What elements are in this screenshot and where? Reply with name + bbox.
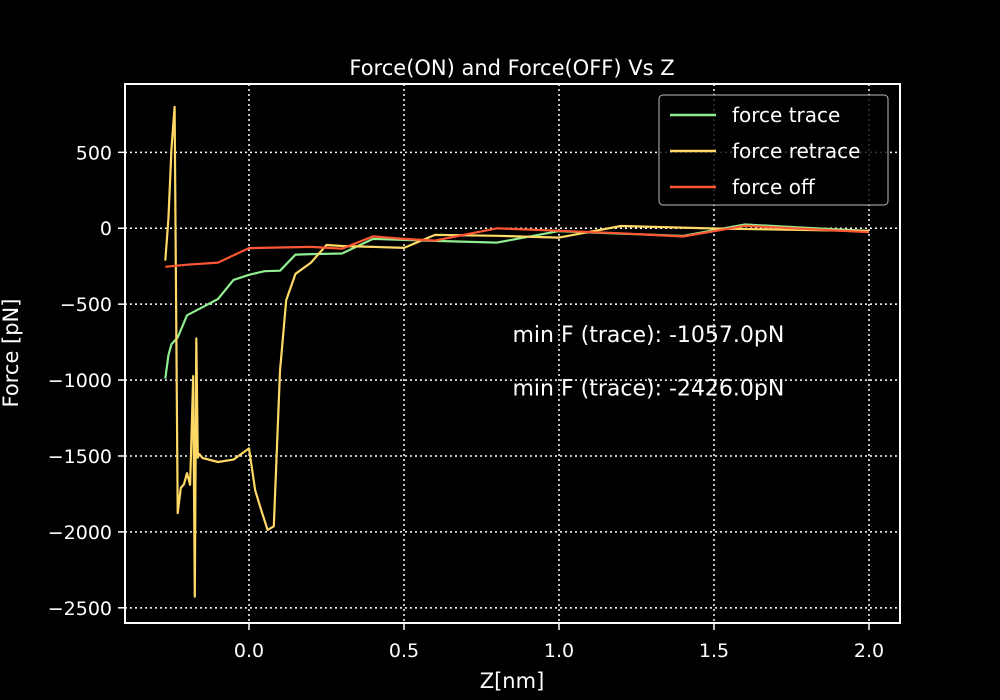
y-axis-label: Force [pN] bbox=[0, 299, 23, 408]
x-tick-label: 1.5 bbox=[699, 640, 729, 662]
x-tick-label: 2.0 bbox=[854, 640, 884, 662]
y-tick-label: 0 bbox=[100, 218, 112, 240]
legend-entry: force retrace bbox=[732, 139, 860, 163]
annotation-text: min F (trace): -2426.0pN bbox=[513, 376, 785, 401]
x-axis-ticks: 0.0 0.5 1.0 1.5 2.0 bbox=[234, 623, 884, 662]
annotation-text: min F (trace): -1057.0pN bbox=[513, 323, 785, 348]
x-tick-label: 1.0 bbox=[544, 640, 574, 662]
legend-entry: force off bbox=[732, 175, 816, 199]
x-tick-label: 0.5 bbox=[389, 640, 419, 662]
y-tick-label: 500 bbox=[76, 142, 112, 164]
legend-items: force trace force retrace force off bbox=[670, 103, 860, 199]
y-tick-label: −500 bbox=[60, 294, 112, 316]
y-tick-label: −1500 bbox=[48, 446, 112, 468]
y-tick-label: −2500 bbox=[48, 598, 112, 620]
plot-lines bbox=[164, 105, 870, 598]
x-tick-label: 0.0 bbox=[234, 640, 264, 662]
legend-box bbox=[658, 94, 889, 206]
series-line-force-off bbox=[165, 224, 870, 268]
legend: force trace force retrace force off bbox=[658, 94, 889, 206]
legend-entry: force trace bbox=[732, 103, 840, 127]
y-tick-label: −2000 bbox=[48, 522, 112, 544]
y-tick-label: −1000 bbox=[48, 370, 112, 392]
plot-frame bbox=[124, 83, 901, 624]
y-axis-ticks: 500 0 −500 −1000 −1500 −2000 −2500 bbox=[48, 142, 125, 620]
series-line-force-retrace bbox=[164, 105, 870, 598]
annotations: min F (trace): -1057.0pN min F (trace): -… bbox=[513, 323, 785, 401]
chart-title: Force(ON) and Force(OFF) Vs Z bbox=[349, 56, 674, 80]
x-axis-label: Z[nm] bbox=[480, 669, 545, 693]
